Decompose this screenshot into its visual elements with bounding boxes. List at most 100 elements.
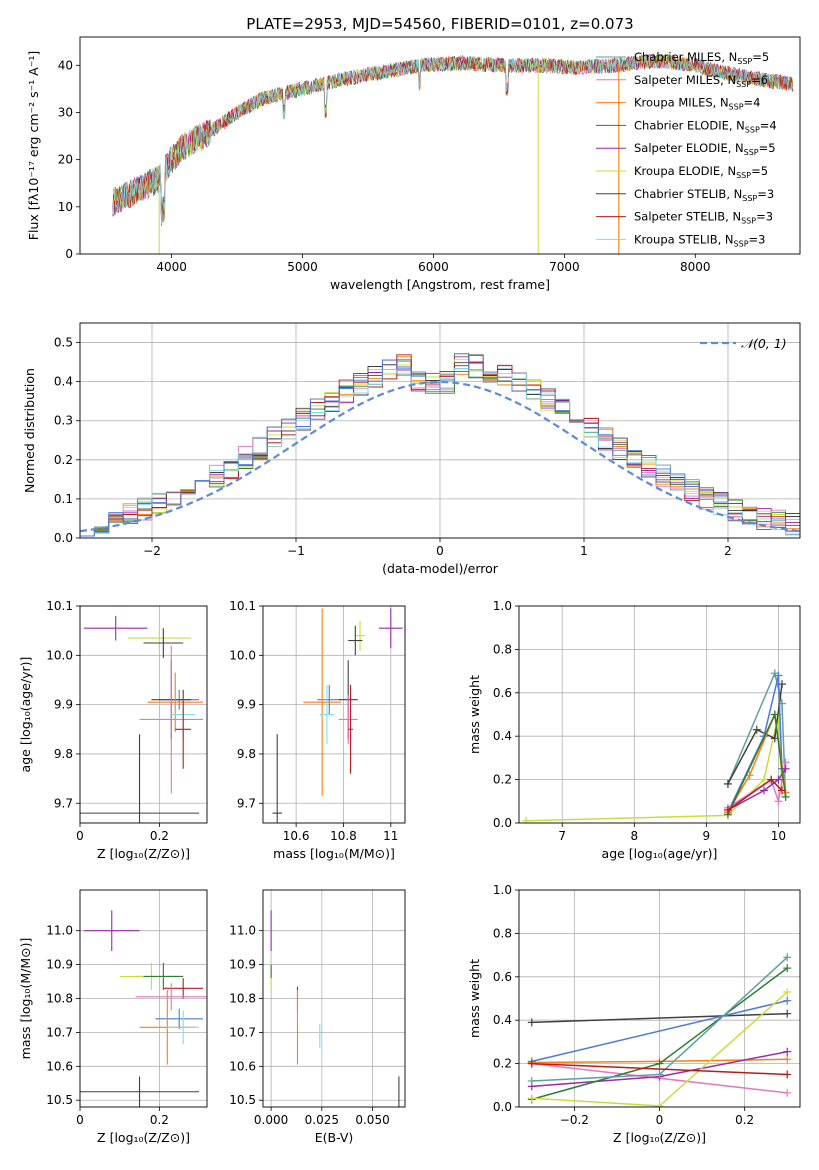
legend-label: Chabrier STELIB, NSSP=3 [634,187,774,203]
legend-label-sub: SSP [734,239,749,248]
legend-label-suffix: =5 [751,164,768,178]
legend-label-suffix: =6 [751,73,768,87]
legend-label: Salpeter ELODIE, NSSP=5 [634,141,776,157]
y-tick-label: 10.7 [46,1025,73,1039]
spectrum-series-line [112,53,794,223]
legend-label-suffix: =3 [749,232,766,246]
x-tick-label: −0.2 [560,1113,589,1127]
y-tick-label: 10.1 [46,599,73,613]
y-axis-label: Flux [fλ10⁻¹⁷ erg cm⁻² s⁻¹ A⁻¹] [26,51,41,240]
legend-label-suffix: =5 [759,141,776,155]
x-tick-label: 4000 [156,260,187,274]
legend-label-suffix: =3 [756,210,773,224]
legend-label-sub: SSP [729,103,744,112]
x-tick-label: −2 [143,544,161,558]
y-tick-label: 0 [65,247,73,261]
y-tick-label: 0.0 [54,531,73,545]
legend-label: Salpeter MILES, NSSP=6 [634,73,768,89]
legend-label-sub: SSP [741,217,756,226]
y-tick-label: 10.0 [46,648,73,662]
legend-label-suffix: =4 [744,96,761,110]
y-tick-label: 0.0 [493,1100,512,1114]
y-tick-label: 9.9 [237,698,256,712]
mass_weight_vs_age-axes: 7 8 9 10 0.0 0.2 0.4 0.6 0.8 1.0 age [log₁₀(age/yr… [467,599,801,861]
y-tick-label: 0.4 [493,1013,512,1027]
x-tick-label: 2 [724,544,732,558]
residuals-plot-area [80,323,800,538]
y-tick-label: 9.9 [54,698,73,712]
age_vs_Z-plot-area [80,606,207,823]
histogram-series [80,355,800,537]
x-tick-label: 0 [436,544,444,558]
spectrum-legend: Chabrier MILES, NSSP=5 Salpeter MILES, NS… [596,50,777,248]
x-tick-label: 7000 [549,260,580,274]
y-tick-label: 1.0 [493,883,512,897]
x-tick-label: 9 [703,829,711,843]
spectrum-axes: 4000 5000 6000 7000 8000 0 10 20 30 40 wavelength … [26,36,801,292]
y-tick-label: 0.2 [493,1057,512,1071]
figure-title: PLATE=2953, MJD=54560, FIBERID=0101, z=0… [246,15,633,33]
x-axis-label: Z [log₁₀(Z/Z⊙)] [97,1130,190,1145]
y-tick-label: 10 [58,200,73,214]
legend-label: Chabrier ELODIE, NSSP=4 [634,118,777,134]
y-axis-label: mass [log₁₀(M/M⊙)] [18,938,33,1060]
x-tick-label: 10 [771,829,786,843]
y-tick-label: 10.9 [46,958,73,972]
legend-label: Chabrier MILES, NSSP=5 [634,50,769,66]
y-tick-label: 10.5 [229,1093,256,1107]
x-axis-label: mass [log₁₀(M/M⊙)] [273,846,395,861]
mass-weight-series [526,714,783,822]
y-tick-label: 10.6 [229,1059,256,1073]
x-tick-label: 0.000 [254,1113,288,1127]
age_vs_mass-axes: 10.6 10.8 11 9.7 9.8 9.9 10.0 10.1 mass [log₁₀(M… [229,599,406,861]
legend-label-sub: SSP [737,57,752,66]
x-tick-label: 0.2 [150,829,169,843]
y-tick-label: 9.7 [54,796,73,810]
mass_weight_vs_Z-plot-area [519,890,800,1107]
x-tick-label: −1 [287,544,305,558]
mass_vs_EBV-frame [262,889,406,1108]
legend-label-sub: SSP [736,80,751,89]
spectrum-series-line [112,54,794,222]
y-axis-label: Normed distribution [22,368,37,493]
y-tick-label: 0.0 [493,816,512,830]
y-tick-label: 0.4 [493,729,512,743]
spectrum-series-line [112,54,794,225]
y-tick-label: 0.8 [493,926,512,940]
x-axis-label: (data-model)/error [382,561,499,576]
y-tick-label: 10.9 [229,958,256,972]
age_vs_Z-axes: 0 0.2 9.7 9.8 9.9 10.0 10.1 Z [log₁₀(Z/Z⊙)] age … [18,599,208,861]
x-tick-label: 11 [383,829,398,843]
y-tick-label: 0.1 [54,492,73,506]
y-tick-label: 40 [58,58,73,72]
x-tick-label: 0.2 [150,1113,169,1127]
y-axis-label: age [log₁₀(age/yr)] [18,657,33,773]
y-tick-label: 0.6 [493,970,512,984]
age_vs_Z-frame [79,605,208,824]
y-tick-label: 10.6 [46,1059,73,1073]
x-tick-label: 0.050 [355,1113,389,1127]
mass_vs_Z-axes: 0 0.2 10.5 10.6 10.7 10.8 10.9 11.0 Z [log₁₀(Z/Z… [18,889,208,1145]
residuals-axes: −2 −1 0 1 2 0.0 0.1 0.2 0.3 0.4 0.5 (data-model)/er… [22,322,801,576]
y-tick-label: 10.0 [229,648,256,662]
x-tick-label: 0 [656,1113,664,1127]
legend-label: Salpeter STELIB, NSSP=3 [634,210,773,226]
y-axis-label: mass weight [467,675,482,754]
legend-label-suffix: =3 [757,187,774,201]
x-tick-label: 0.2 [735,1113,754,1127]
x-tick-label: 8 [630,829,638,843]
mass-weight-series [727,762,787,809]
x-axis-label: Z [log₁₀(Z/Z⊙)] [613,1130,706,1145]
y-tick-label: 0.8 [493,642,512,656]
mass_vs_EBV-plot-area [263,890,405,1107]
spectrum-frame [79,36,801,255]
legend-label: 𝒩(0, 1) [741,336,787,351]
y-tick-label: 1.0 [493,599,512,613]
mass_weight_vs_age-plot-area [519,606,800,823]
legend-label-suffix: =4 [760,118,777,132]
legend-label: Kroupa ELODIE, NSSP=5 [634,164,768,180]
mass_vs_Z-plot-area [80,890,207,1107]
y-tick-label: 11.0 [229,924,256,938]
y-tick-label: 10.7 [229,1025,256,1039]
y-tick-label: 0.3 [54,414,73,428]
